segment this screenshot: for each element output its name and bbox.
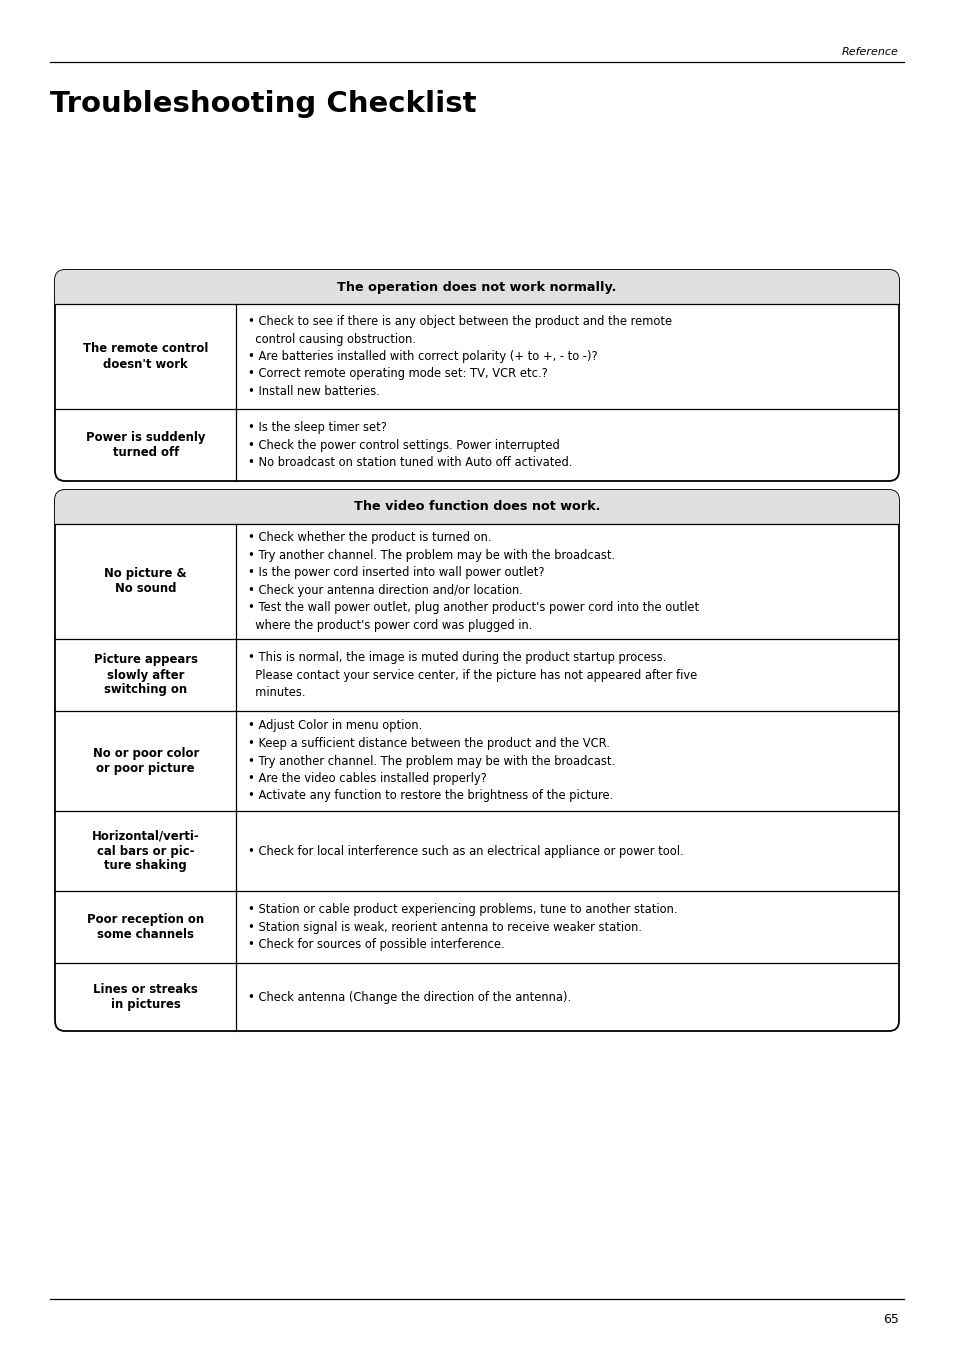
Text: • Adjust Color in menu option.
• Keep a sufficient distance between the product : • Adjust Color in menu option. • Keep a … <box>248 720 615 802</box>
Text: • Check whether the product is turned on.
• Try another channel. The problem may: • Check whether the product is turned on… <box>248 531 699 632</box>
Text: No picture &
No sound: No picture & No sound <box>104 567 187 596</box>
Text: Horizontal/verti-
cal bars or pic-
ture shaking: Horizontal/verti- cal bars or pic- ture … <box>91 830 199 873</box>
Text: • Check for local interference such as an electrical appliance or power tool.: • Check for local interference such as a… <box>248 844 683 858</box>
Text: Reference: Reference <box>841 47 898 57</box>
Text: Lines or streaks
in pictures: Lines or streaks in pictures <box>93 984 198 1011</box>
FancyBboxPatch shape <box>55 490 898 1031</box>
Text: Poor reception on
some channels: Poor reception on some channels <box>87 913 204 942</box>
FancyBboxPatch shape <box>55 270 898 304</box>
Text: • Is the sleep timer set?
• Check the power control settings. Power interrupted
: • Is the sleep timer set? • Check the po… <box>248 422 572 469</box>
Text: The video function does not work.: The video function does not work. <box>354 500 599 513</box>
Text: Picture appears
slowly after
switching on: Picture appears slowly after switching o… <box>93 654 197 697</box>
Text: 65: 65 <box>882 1313 898 1325</box>
Text: • Check to see if there is any object between the product and the remote
  contr: • Check to see if there is any object be… <box>248 315 672 399</box>
Text: • Station or cable product experiencing problems, tune to another station.
• Sta: • Station or cable product experiencing … <box>248 902 678 951</box>
Text: • This is normal, the image is muted during the product startup process.
  Pleas: • This is normal, the image is muted dur… <box>248 651 697 698</box>
Text: The remote control
doesn't work: The remote control doesn't work <box>83 343 208 370</box>
Text: Power is suddenly
turned off: Power is suddenly turned off <box>86 431 205 459</box>
Text: • Check antenna (Change the direction of the antenna).: • Check antenna (Change the direction of… <box>248 990 571 1004</box>
Text: No or poor color
or poor picture: No or poor color or poor picture <box>92 747 198 775</box>
FancyBboxPatch shape <box>55 490 898 524</box>
Text: The operation does not work normally.: The operation does not work normally. <box>337 281 616 293</box>
FancyBboxPatch shape <box>55 270 898 481</box>
Text: Troubleshooting Checklist: Troubleshooting Checklist <box>50 91 476 118</box>
